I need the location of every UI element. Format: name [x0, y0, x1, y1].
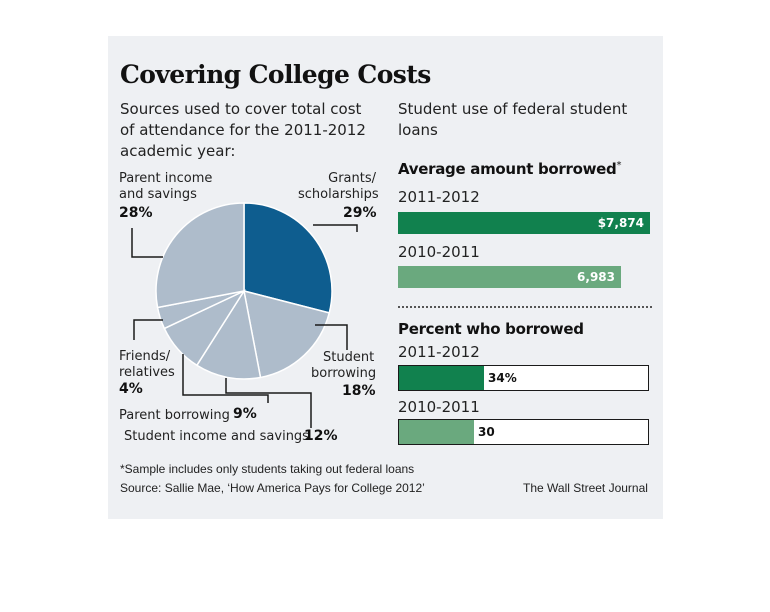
avg-bar-2010-2011	[398, 266, 621, 288]
label-friends-line1: Friends/	[119, 349, 171, 364]
pie-leader-lines	[131, 224, 358, 428]
pct-student-income: 12%	[304, 428, 338, 444]
section-divider	[398, 306, 652, 308]
label-parent-income-line2: and savings	[119, 187, 197, 202]
loans-subtitle: Student use of federal student loans	[398, 100, 628, 139]
chart-title: Covering College Costs	[120, 60, 431, 89]
label-student-borrowing-line2: borrowing	[311, 366, 377, 381]
avg-value-2010-2011: 6,983	[577, 270, 615, 284]
label-friends-line2: relatives	[119, 365, 175, 380]
pie-slice-grants	[243, 202, 333, 314]
source: Source: Sallie Mae, ‘How America Pays fo…	[120, 481, 425, 495]
pct-friends: 4%	[119, 381, 143, 397]
pie-slice-parent-income	[155, 202, 245, 309]
pct-year-1: 2011-2012	[398, 343, 480, 361]
leader-grants	[313, 224, 358, 232]
pct-bar-2011-2012	[399, 366, 484, 390]
leader-student-income	[225, 378, 312, 428]
pct-grants: 29%	[343, 205, 377, 221]
pct-year-2: 2010-2011	[398, 398, 480, 416]
pct-value-2010-2011: 30	[478, 425, 495, 439]
footnote: *Sample includes only students taking ou…	[120, 462, 415, 476]
pct-heading: Percent who borrowed	[398, 320, 584, 338]
avg-heading: Average amount borrowed*	[398, 160, 621, 178]
label-grants: Grants/	[316, 171, 376, 187]
label-parent-income-line1: Parent income	[119, 171, 213, 186]
avg-bar-2011-2012	[398, 212, 650, 234]
leader-parent-borrowing	[182, 354, 269, 403]
avg-year-1: 2011-2012	[398, 188, 480, 206]
pct-value-2011-2012: 34%	[488, 371, 517, 385]
credit: The Wall Street Journal	[523, 481, 648, 495]
label-grants-line1: Grants/	[328, 171, 376, 186]
pct-parent-income: 28%	[119, 205, 153, 221]
leader-friends	[133, 319, 163, 340]
avg-heading-text: Average amount borrowed	[398, 160, 617, 178]
avg-heading-mark: *	[616, 160, 622, 171]
avg-value-2011-2012: $7,874	[597, 216, 644, 230]
label-student-borrowing-line1: Student	[323, 350, 375, 365]
pie-slice-student-borrowing	[243, 289, 331, 379]
pie-slice-student-income	[195, 288, 262, 380]
label-student-income: Student income and savings	[124, 429, 309, 444]
leader-student-borrowing	[315, 324, 348, 350]
pct-parent-borrowing: 9%	[233, 406, 257, 422]
pct-bar-2010-2011	[399, 420, 474, 444]
pie-subtitle: Sources used to cover total cost of atte…	[120, 100, 366, 160]
leader-parent-income	[131, 228, 163, 258]
pct-student-borrowing: 18%	[342, 383, 376, 399]
label-grants-line2: scholarships	[298, 187, 379, 202]
label-parent-borrowing: Parent borrowing	[119, 408, 230, 423]
avg-year-2: 2010-2011	[398, 243, 480, 261]
pie-slices	[155, 202, 333, 380]
